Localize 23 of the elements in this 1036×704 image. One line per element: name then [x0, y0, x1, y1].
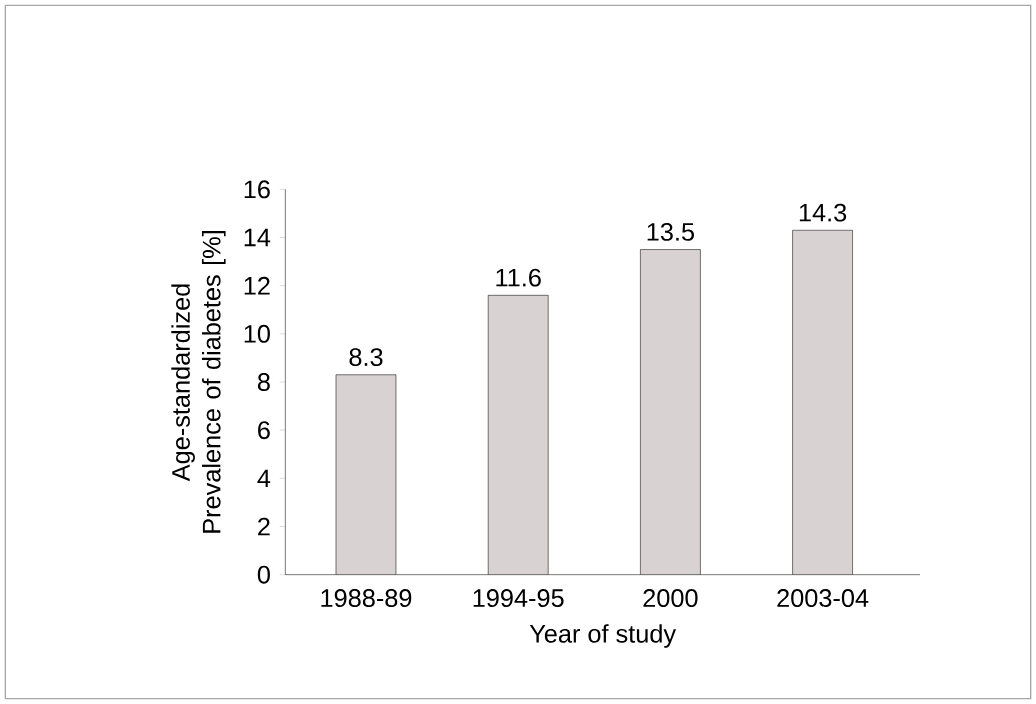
y-tick-label: 0 — [257, 565, 270, 584]
y-tick-label: 2 — [258, 517, 270, 536]
data-label: 13.5 — [647, 222, 694, 241]
y-tick-label: 16 — [244, 180, 270, 199]
x-tick-label: 1994-95 — [473, 589, 564, 608]
bar — [336, 374, 396, 575]
bar — [640, 249, 701, 575]
x-tick-label: 1988-89 — [321, 589, 412, 608]
y-axis-title: Age-standardized Prevalence of diabetes [%] — [171, 231, 226, 533]
data-label: 8.3 — [349, 348, 383, 367]
y-tick-label: 8 — [257, 373, 270, 391]
data-label: 14.3 — [799, 203, 847, 222]
y-tick-label: 4 — [257, 469, 271, 488]
data-label: 11.6 — [496, 268, 541, 287]
x-tick-label: 2003-04 — [777, 589, 869, 608]
y-tick-label: 10 — [244, 324, 270, 343]
bar — [488, 295, 549, 575]
y-tick-label: 6 — [258, 421, 270, 440]
x-axis-title: Year of study — [529, 624, 677, 648]
x-tick-label: 2000 — [643, 589, 698, 608]
y-tick-label: 14 — [244, 228, 271, 247]
y-tick-label: 12 — [244, 276, 270, 295]
bar — [792, 230, 853, 575]
